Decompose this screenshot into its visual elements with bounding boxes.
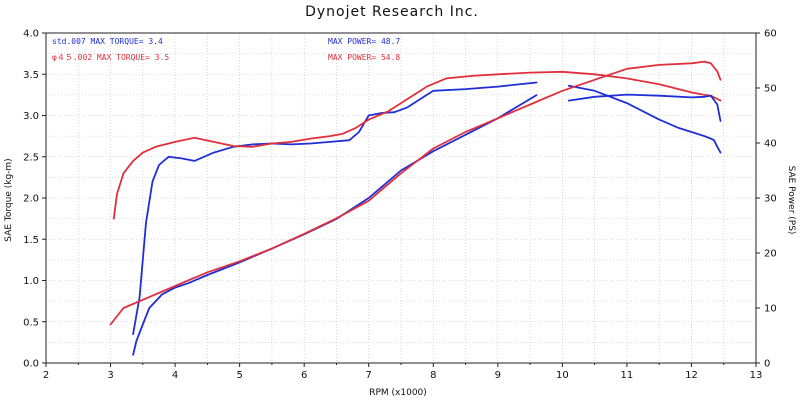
legend-red-power: MAX POWER= 54.8: [328, 53, 400, 62]
series-group: [109, 60, 722, 356]
legend: std.007 MAX TORQUE= 3.4 MAX POWER= 48.7 …: [52, 37, 400, 62]
x-tick-label: 12: [685, 370, 698, 381]
red-torque-curve: [112, 70, 722, 220]
y-left-axis-label: SAE Torque (kg-m): [4, 158, 14, 241]
y-left-tick-label: 0.5: [23, 317, 39, 328]
x-tick-label: 7: [366, 370, 372, 381]
blue-power-curve: [132, 94, 538, 356]
y-right-tick-label: 30: [764, 194, 777, 205]
y-right-tick-label: 20: [764, 249, 777, 260]
y-right-tick-label: 50: [764, 84, 777, 95]
y-left-tick-label: 0.0: [23, 359, 39, 370]
y-left-tick-label: 2.5: [23, 152, 39, 163]
y-left-tick-label: 3.0: [23, 111, 39, 122]
y-right-axis-label: SAE Power (PS): [786, 166, 796, 235]
x-tick-label: 4: [172, 370, 178, 381]
legend-blue-torque: std.007 MAX TORQUE= 3.4: [52, 37, 163, 46]
x-tick-label: 5: [236, 370, 242, 381]
y-left-tick-label: 3.5: [23, 70, 39, 81]
legend-red-torque: φ４５.002 MAX TORQUE= 3.5: [52, 53, 169, 62]
blue-power-curve: [567, 93, 722, 122]
y-left-tick-label: 2.0: [23, 194, 39, 205]
x-tick-label: 2: [43, 370, 49, 381]
y-right-axis-ticks: 0 10 20 30 40 50 60: [756, 29, 777, 370]
x-axis-label: RPM (x1000): [369, 388, 427, 398]
y-left-tick-label: 4.0: [23, 29, 39, 40]
x-tick-label: 8: [430, 370, 436, 381]
y-right-tick-label: 60: [764, 29, 777, 40]
blue-torque-curve: [567, 84, 722, 154]
y-left-tick-label: 1.0: [23, 276, 39, 287]
legend-blue-power: MAX POWER= 48.7: [328, 37, 400, 46]
chart-title: Dynojet Research Inc.: [305, 4, 479, 20]
y-right-tick-label: 0: [764, 359, 770, 370]
x-tick-label: 13: [750, 370, 763, 381]
x-axis-ticks: 2 3 4 5 6 7 8 9 10 11 12 13: [43, 363, 763, 381]
x-tick-label: 10: [556, 370, 569, 381]
y-left-tick-label: 1.5: [23, 235, 39, 246]
y-right-tick-label: 10: [764, 304, 777, 315]
y-left-axis-ticks: 0.0 0.5 1.0 1.5 2.0 2.5 3.0 3.5 4.0: [23, 29, 46, 370]
x-tick-label: 6: [301, 370, 307, 381]
x-tick-label: 11: [621, 370, 634, 381]
x-tick-label: 3: [107, 370, 113, 381]
blue-torque-curve: [132, 81, 538, 336]
red-power-curve: [109, 60, 722, 326]
y-right-tick-label: 40: [764, 139, 777, 150]
x-tick-label: 9: [495, 370, 501, 381]
